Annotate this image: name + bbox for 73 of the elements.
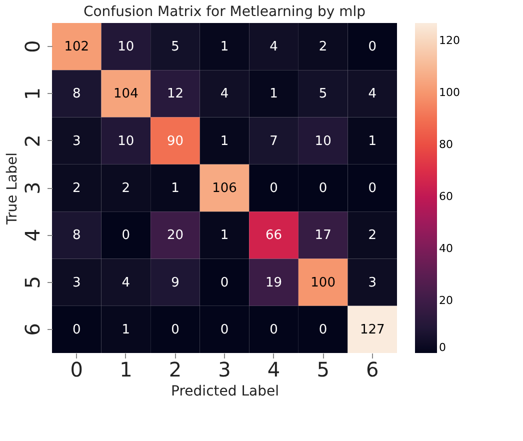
color-bar-label: 120 (439, 34, 460, 48)
x-tick-label: 4 (267, 358, 280, 382)
data-label: 4 (122, 275, 130, 290)
data-label: 2 (72, 181, 81, 196)
data-label: 3 (72, 275, 81, 290)
data-label: 0 (318, 322, 328, 338)
x-tick-label: 5 (316, 358, 330, 382)
data-label: 0 (122, 228, 130, 244)
data-label: 0 (171, 322, 180, 338)
x-tick-label: 2 (168, 358, 182, 382)
y-tick-label: 3 (20, 182, 44, 194)
data-label: 0 (220, 275, 229, 290)
color-bar-label: 40 (439, 242, 453, 256)
data-label: 2 (318, 40, 328, 55)
data-label: 1 (220, 228, 229, 244)
x-tick-label: 6 (366, 358, 379, 382)
x-tick-label: 1 (120, 358, 132, 382)
data-label: 7 (270, 134, 278, 149)
chart-title: Confusion Matrix for Metlearning by mlp (83, 4, 366, 20)
data-label: 127 (360, 322, 385, 338)
data-label: 5 (318, 86, 328, 102)
data-label: 0 (270, 181, 278, 196)
data-label: 8 (72, 228, 81, 244)
data-label: 0 (318, 181, 328, 196)
data-label: 1 (220, 40, 229, 55)
data-label: 12 (166, 86, 184, 102)
data-label: 5 (171, 40, 180, 55)
data-label: 9 (171, 275, 180, 290)
color-bar-label: 0 (439, 341, 446, 354)
y-tick-label: 0 (20, 40, 44, 53)
data-label: 0 (368, 40, 376, 55)
data-label: 0 (220, 322, 229, 338)
color-bar-label: 100 (439, 86, 460, 100)
y-tick-label: 5 (20, 276, 44, 289)
data-label: 104 (114, 86, 138, 102)
data-label: 0 (270, 322, 278, 338)
data-label: 8 (72, 86, 81, 102)
x-tick-label: 3 (218, 358, 231, 382)
data-label: 1 (270, 86, 278, 102)
data-label: 1 (171, 181, 180, 196)
data-label: 4 (270, 40, 278, 55)
data-label: 19 (266, 275, 282, 290)
y-tick-label: 2 (20, 134, 44, 148)
y-tick-label: 6 (20, 323, 44, 336)
data-label: 100 (310, 275, 336, 290)
data-label: 1 (122, 322, 130, 338)
data-label: 4 (368, 86, 376, 102)
x-axis-title: Predicted Label (171, 384, 279, 400)
data-label: 106 (212, 181, 237, 196)
data-label: 0 (72, 322, 81, 338)
data-label: 10 (118, 40, 134, 55)
data-label: 102 (64, 40, 90, 55)
data-label: 17 (314, 228, 332, 244)
x-tick-label: 0 (70, 358, 84, 382)
data-label: 4 (220, 86, 229, 102)
data-label: 10 (118, 134, 134, 149)
data-label: 0 (368, 181, 376, 196)
data-label: 90 (166, 134, 184, 149)
data-label: 2 (122, 181, 130, 196)
data-label: 1 (368, 134, 376, 149)
color-bar-label: 60 (439, 190, 453, 204)
data-label: 3 (72, 134, 81, 149)
data-label: 66 (266, 228, 282, 244)
y-tick-label: 4 (20, 228, 44, 242)
data-label: 20 (166, 228, 184, 244)
color-bar-label: 20 (439, 294, 453, 308)
y-axis-title: True Label (4, 152, 20, 226)
data-label: 1 (220, 134, 229, 149)
data-label: 2 (368, 228, 376, 244)
data-label: 10 (314, 134, 332, 149)
color-bar-label: 80 (439, 138, 453, 152)
data-label: 3 (368, 275, 376, 290)
y-tick-label: 1 (20, 87, 44, 100)
